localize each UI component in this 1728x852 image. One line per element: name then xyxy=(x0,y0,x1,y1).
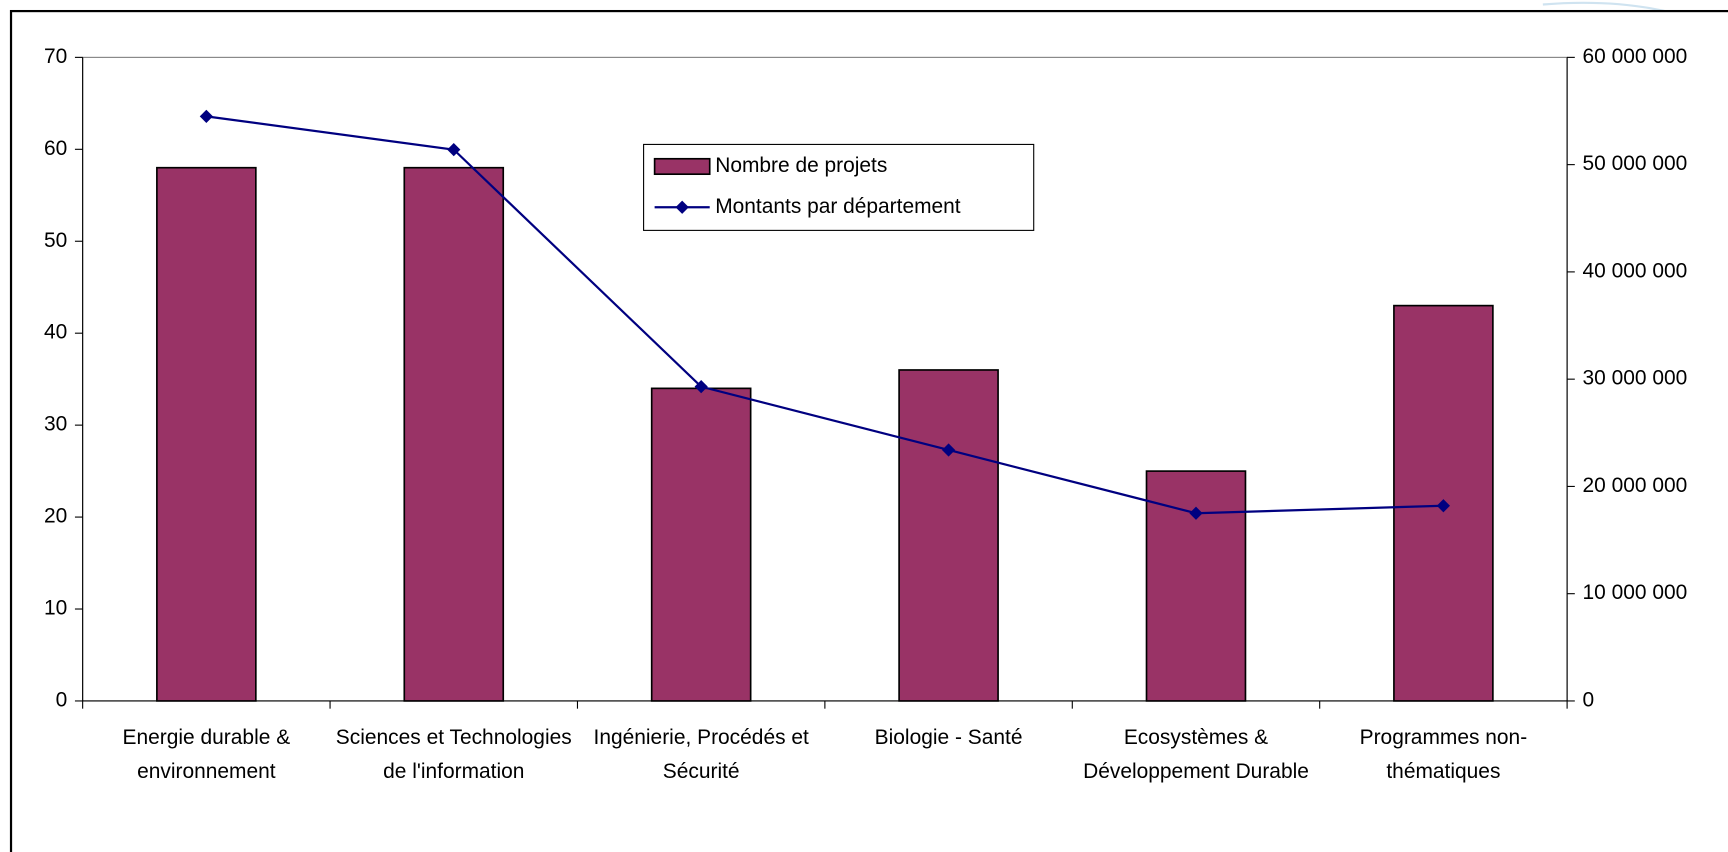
y-tick-label: 40 xyxy=(44,321,67,344)
x-tick-label-box: Programmes non-thématiques xyxy=(1359,726,1528,784)
marker xyxy=(941,443,956,457)
line xyxy=(206,115,1444,515)
x-tick-label-box: Sciences et Technologies de l'informatio… xyxy=(335,726,572,784)
legend-label: Montants par département xyxy=(715,195,961,218)
marker xyxy=(199,109,213,123)
marker xyxy=(447,143,461,157)
legend-marker xyxy=(675,200,689,214)
y-tick-label: 70 xyxy=(44,45,67,68)
x-tick-label-box: Ecosystèmes & Développement Durable xyxy=(1083,726,1309,784)
x-tick-label: Ingénierie, Procédés et Sécurité xyxy=(593,726,809,784)
y2-tick-label: 10 000 000 xyxy=(1583,581,1688,604)
y-tick-label: 0 xyxy=(56,688,68,711)
x-tick-label: Biologie - Santé xyxy=(874,726,1023,750)
y2-tick-label: 0 xyxy=(1583,688,1595,711)
x-tick-label-box: Energie durable & environnement xyxy=(122,726,291,784)
legend-label: Nombre de projets xyxy=(715,154,887,177)
x-tick-label-box: Biologie - Santé xyxy=(874,726,1023,750)
bar xyxy=(650,387,752,702)
y-tick-label: 20 xyxy=(44,505,67,528)
y2-tick-label: 30 000 000 xyxy=(1583,367,1688,390)
marker xyxy=(1436,499,1451,513)
bar xyxy=(403,166,505,702)
y-tick-label: 50 xyxy=(44,229,67,252)
bar xyxy=(898,369,999,702)
marker xyxy=(1189,506,1203,520)
y2-tick-label: 40 000 000 xyxy=(1583,259,1688,282)
x-tick-label: Ecosystèmes & Développement Durable xyxy=(1083,726,1309,784)
bar xyxy=(156,166,257,702)
x-tick-label: Sciences et Technologies de l'informatio… xyxy=(335,726,572,784)
y-tick-label: 30 xyxy=(44,413,67,436)
x-tick-label-box: Ingénierie, Procédés et Sécurité xyxy=(593,726,809,784)
x-tick-label: Programmes non-thématiques xyxy=(1359,726,1528,784)
legend-swatch xyxy=(653,157,711,176)
y2-tick-label: 60 000 000 xyxy=(1583,45,1688,68)
bar xyxy=(1145,470,1247,702)
y-tick-label: 10 xyxy=(44,597,67,620)
y-tick-label: 60 xyxy=(44,137,67,160)
y2-tick-label: 20 000 000 xyxy=(1583,474,1688,497)
x-tick-label: Energie durable & environnement xyxy=(122,726,291,784)
y2-tick-label: 50 000 000 xyxy=(1583,152,1688,175)
